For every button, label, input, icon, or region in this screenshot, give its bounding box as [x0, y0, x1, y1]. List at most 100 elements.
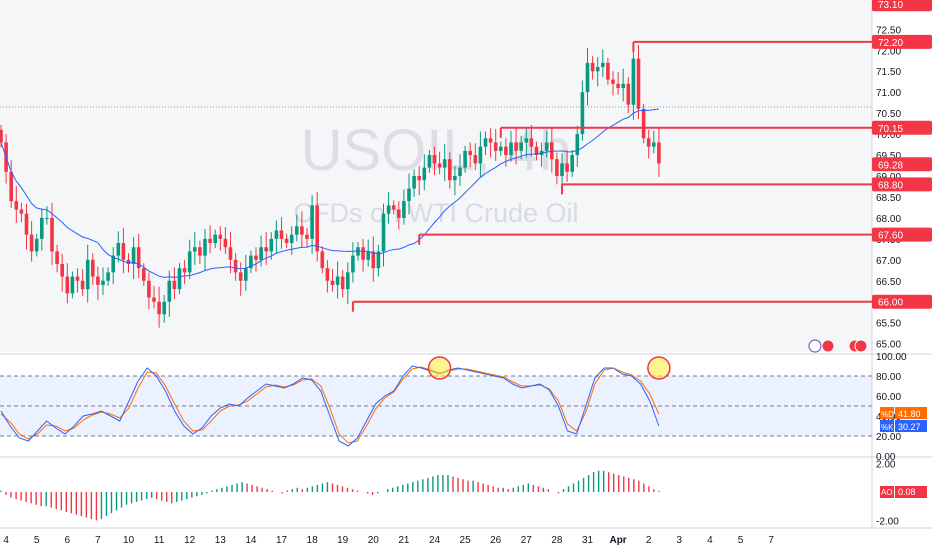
candle	[601, 49, 605, 78]
candle-body	[14, 201, 19, 210]
candle-body	[40, 217, 44, 239]
candle	[34, 233, 39, 257]
candle-body	[473, 155, 478, 164]
candle	[198, 240, 202, 264]
level-price-tag: 66.00	[872, 294, 932, 309]
candle-body	[34, 238, 39, 252]
candle-body	[55, 251, 59, 264]
candle-body	[310, 205, 314, 239]
candle	[96, 266, 100, 301]
candle	[330, 269, 335, 292]
time-tick-label: 24	[429, 535, 441, 546]
candle-body	[85, 259, 90, 290]
price-tick-label: 68.50	[876, 193, 901, 204]
candle	[473, 143, 478, 171]
candle-body	[366, 251, 370, 260]
candle-body	[335, 276, 340, 285]
candle-body	[402, 201, 406, 218]
candle-body	[524, 138, 529, 143]
level-price-tag-background	[872, 120, 932, 135]
candle-body	[483, 138, 488, 147]
candle	[448, 152, 452, 189]
time-tick-label: 7	[768, 535, 774, 546]
candle	[167, 270, 172, 317]
candle	[580, 80, 585, 141]
candle-body	[463, 150, 467, 168]
candle-body	[300, 226, 304, 235]
candle	[483, 131, 488, 156]
time-tick-label: 6	[65, 535, 71, 546]
candle	[402, 189, 406, 225]
candle	[437, 151, 442, 175]
candle	[116, 231, 121, 263]
candle-body	[249, 255, 253, 269]
us-flag-icon[interactable]	[821, 339, 835, 353]
time-tick-label: 21	[398, 535, 410, 546]
time-tick-label: 4	[3, 535, 9, 546]
candle-body	[458, 167, 462, 176]
candle-body	[636, 58, 641, 109]
candle	[422, 154, 427, 191]
candle-body	[407, 188, 411, 202]
price-tag: 73.10	[872, 0, 932, 11]
legend-swatch	[880, 486, 894, 498]
candle-body	[228, 247, 233, 260]
candle	[458, 154, 462, 187]
candle-body	[555, 159, 559, 176]
candle-body	[442, 159, 447, 168]
candle-body	[611, 79, 615, 84]
candle-body	[80, 280, 85, 290]
candle-body	[417, 176, 421, 181]
legend-value-background	[895, 407, 927, 419]
time-tick-label: 5	[738, 535, 744, 546]
candle	[407, 173, 411, 215]
candle-body	[295, 226, 299, 235]
candle-body	[131, 247, 136, 264]
candle	[631, 48, 636, 120]
candle	[468, 142, 472, 167]
candle-body	[147, 280, 151, 298]
candle-body	[152, 297, 156, 302]
candle	[111, 247, 115, 285]
candle-body	[330, 280, 335, 285]
candle	[340, 269, 345, 298]
candle	[269, 232, 274, 260]
legend-value: 30.27	[898, 422, 921, 432]
time-tick-label: 28	[551, 535, 563, 546]
candle-body	[499, 146, 503, 151]
price-tag-background	[872, 0, 932, 12]
ao-legend: AO 0.08	[880, 486, 927, 498]
candle-body	[504, 146, 508, 156]
level-price-tag-text: 70.15	[878, 124, 903, 135]
candle-body	[126, 259, 131, 264]
lightning-icon[interactable]	[808, 339, 822, 353]
candle	[295, 214, 299, 242]
time-tick-label: 20	[368, 535, 380, 546]
candle	[284, 233, 289, 249]
candle-body	[351, 255, 355, 273]
candle	[493, 129, 498, 161]
candle-body	[111, 255, 115, 273]
candle	[172, 267, 177, 300]
candle-body	[305, 234, 309, 239]
candle	[397, 201, 401, 230]
candle	[55, 244, 59, 273]
candle	[381, 203, 386, 267]
candle-body	[585, 62, 590, 93]
us-flag-icon[interactable]	[854, 339, 868, 353]
candle	[264, 232, 268, 265]
candle-body	[187, 251, 192, 273]
time-tick-label: Apr	[609, 535, 626, 546]
stochastic-d-line	[0, 366, 660, 444]
candle-body	[284, 238, 289, 244]
time-tick-label: 10	[123, 535, 135, 546]
candle-body	[432, 155, 437, 164]
candle	[152, 285, 156, 309]
stochastic-k-line	[0, 365, 660, 447]
candle-body	[325, 268, 330, 281]
candle-body	[136, 247, 141, 269]
candle	[575, 125, 580, 167]
candle-body	[381, 213, 386, 252]
price-tick-label: 67.00	[876, 256, 901, 267]
